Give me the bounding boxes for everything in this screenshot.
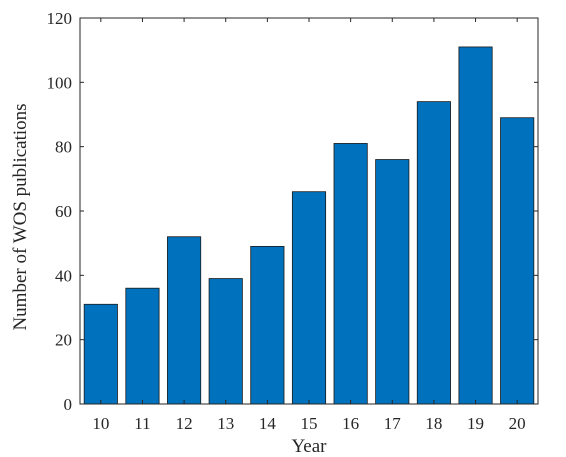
x-tick-label: 14 (259, 414, 277, 433)
bar-17 (375, 159, 410, 405)
bar-10 (83, 303, 118, 405)
bar-14 (250, 245, 285, 405)
x-tick-label: 16 (342, 414, 359, 433)
x-tick-label: 20 (509, 414, 526, 433)
y-axis-label: Number of WOS publications (10, 103, 31, 330)
x-tick-label: 19 (467, 414, 484, 433)
x-tick-label: 11 (134, 414, 150, 433)
x-tick-label: 13 (217, 414, 234, 433)
x-tick-label: 10 (92, 414, 109, 433)
bar-13 (208, 278, 243, 405)
axes-frame (79, 17, 539, 405)
y-tick-label: 20 (55, 331, 72, 350)
y-tick-label: 120 (47, 9, 73, 28)
bar-12 (167, 236, 202, 405)
bar-18 (416, 101, 451, 405)
x-tick-label: 15 (301, 414, 318, 433)
x-tick-label: 18 (425, 414, 442, 433)
bar-15 (291, 191, 327, 405)
x-tick-label: 17 (384, 414, 402, 433)
x-tick-label: 12 (176, 414, 193, 433)
y-tick-label: 80 (55, 138, 72, 157)
y-tick-label: 0 (64, 395, 73, 414)
y-tick-label: 40 (55, 266, 72, 285)
x-axis-ticks: 10 11 12 13 14 15 16 17 18 19 20 (92, 18, 526, 433)
bars-group (83, 46, 535, 405)
y-tick-label: 100 (47, 73, 73, 92)
x-axis-label: Year (291, 436, 327, 457)
y-axis-ticks: 0 20 40 60 80 100 120 (47, 9, 538, 414)
bar-16 (333, 143, 368, 405)
bar-20 (500, 117, 535, 405)
bar-11 (125, 287, 160, 405)
plot-frame (79, 17, 539, 405)
bar-19 (458, 46, 493, 405)
y-tick-label: 60 (55, 202, 72, 221)
